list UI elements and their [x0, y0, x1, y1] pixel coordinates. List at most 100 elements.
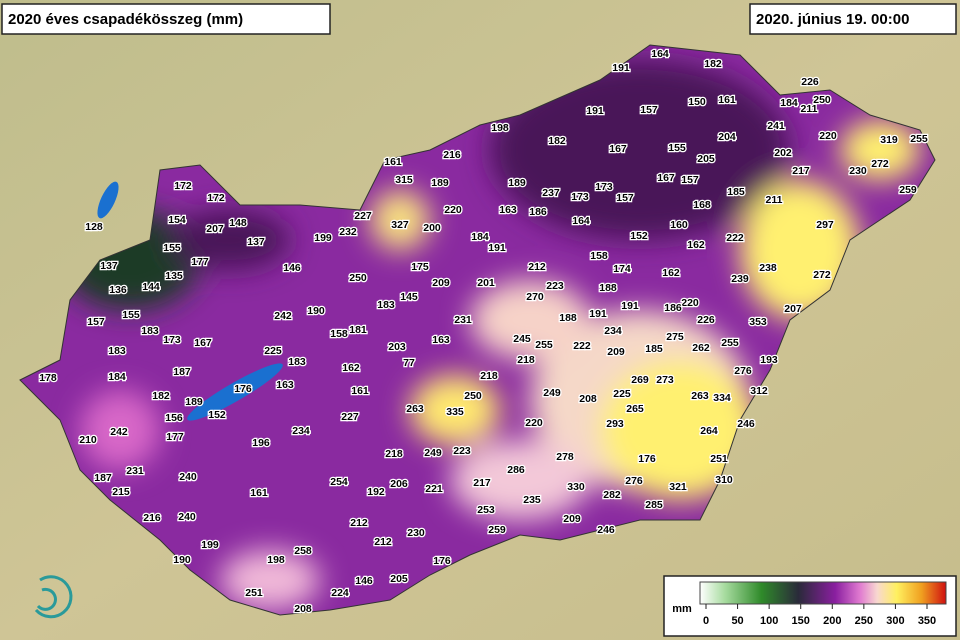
station-value: 77: [403, 357, 415, 369]
station-value: 172: [174, 180, 192, 192]
station-value: 202: [774, 147, 792, 159]
legend-tick-label: 200: [823, 615, 841, 627]
station-value: 178: [39, 372, 57, 384]
station-value: 205: [697, 153, 715, 165]
title: 2020 éves csapadékösszeg (mm): [8, 11, 243, 28]
station-value: 216: [443, 149, 461, 161]
station-value: 188: [559, 312, 577, 324]
station-value: 245: [513, 333, 531, 345]
station-value: 211: [766, 194, 783, 206]
station-value: 162: [342, 362, 360, 374]
station-value: 206: [390, 478, 408, 490]
station-value: 223: [546, 280, 564, 292]
station-value: 156: [165, 412, 183, 424]
station-value: 207: [206, 223, 224, 235]
station-value: 164: [572, 215, 590, 227]
station-value: 293: [606, 418, 624, 430]
station-value: 148: [229, 217, 247, 229]
station-value: 183: [288, 356, 306, 368]
station-value: 209: [607, 346, 625, 358]
station-value: 189: [431, 177, 449, 189]
station-value: 276: [734, 365, 752, 377]
legend-tick-label: 100: [760, 615, 778, 627]
station-value: 158: [590, 250, 608, 262]
colorbar: [699, 581, 947, 605]
station-value: 161: [250, 487, 268, 499]
station-value: 250: [813, 94, 831, 106]
station-value: 150: [688, 96, 706, 108]
station-value: 176: [234, 383, 252, 395]
station-value: 199: [314, 232, 332, 244]
station-value: 187: [94, 472, 112, 484]
station-value: 234: [292, 425, 310, 437]
station-value: 276: [625, 475, 643, 487]
station-value: 173: [163, 334, 181, 346]
station-value: 230: [849, 165, 867, 177]
station-value: 200: [423, 222, 441, 234]
lake-ferto: [97, 181, 119, 219]
station-value: 217: [473, 477, 491, 489]
station-value: 275: [666, 331, 684, 343]
station-value: 183: [377, 299, 395, 311]
station-value: 198: [491, 122, 509, 134]
station-value: 177: [191, 256, 209, 268]
station-value: 199: [201, 539, 219, 551]
station-value: 182: [704, 58, 722, 70]
station-value: 198: [267, 554, 285, 566]
station-value: 285: [645, 499, 663, 511]
station-value: 182: [548, 135, 566, 147]
station-value: 201: [477, 277, 495, 289]
station-value: 231: [126, 465, 144, 477]
station-value: 231: [454, 314, 472, 326]
station-value: 190: [307, 305, 325, 317]
station-value: 251: [710, 453, 728, 465]
station-value: 163: [432, 334, 450, 346]
station-value: 191: [621, 300, 639, 312]
legend-tick-label: 250: [855, 615, 873, 627]
station-value: 255: [535, 339, 553, 351]
station-value: 162: [687, 239, 705, 251]
station-value: 246: [737, 418, 755, 430]
station-value: 161: [384, 156, 402, 168]
station-value: 203: [388, 341, 406, 353]
station-value: 181: [349, 324, 367, 336]
station-value: 315: [395, 174, 413, 186]
station-value: 264: [700, 425, 718, 437]
station-value: 161: [718, 94, 736, 106]
station-value: 204: [718, 131, 736, 143]
station-value: 310: [715, 474, 733, 486]
station-value: 286: [507, 464, 525, 476]
station-value: 155: [122, 309, 140, 321]
station-value: 225: [613, 388, 631, 400]
station-value: 157: [87, 316, 105, 328]
station-value: 160: [670, 219, 688, 231]
legend-tick-label: 50: [731, 615, 743, 627]
station-value: 191: [589, 308, 607, 320]
station-value: 155: [668, 142, 686, 154]
station-value: 220: [444, 204, 462, 216]
station-value: 167: [657, 172, 675, 184]
station-value: 259: [899, 184, 917, 196]
station-value: 137: [247, 236, 265, 248]
station-value: 145: [400, 291, 418, 303]
station-value: 185: [727, 186, 745, 198]
station-value: 297: [816, 219, 834, 231]
station-value: 215: [112, 486, 130, 498]
station-value: 232: [339, 226, 357, 238]
station-value: 209: [563, 513, 581, 525]
station-value: 258: [294, 545, 312, 557]
station-value: 208: [294, 603, 312, 615]
station-value: 262: [692, 342, 710, 354]
station-value: 230: [407, 527, 425, 539]
station-value: 269: [631, 374, 649, 386]
station-value: 146: [355, 575, 373, 587]
station-value: 241: [767, 120, 785, 132]
station-value: 265: [626, 403, 644, 415]
station-value: 221: [425, 483, 443, 495]
legend-tick-label: 0: [703, 615, 709, 627]
legend-tick-label: 350: [918, 615, 936, 627]
station-value: 155: [163, 242, 181, 254]
station-value: 270: [526, 291, 544, 303]
